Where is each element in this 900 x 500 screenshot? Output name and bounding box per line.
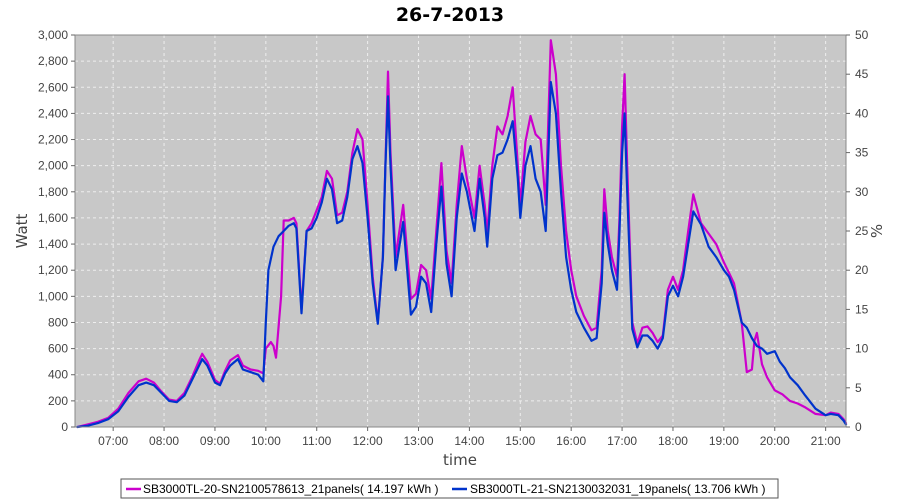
x-tick-label: 19:00: [709, 434, 739, 448]
x-tick-label: 10:00: [251, 434, 281, 448]
x-tick-label: 07:00: [98, 434, 128, 448]
x-tick-label: 21:00: [811, 434, 841, 448]
y2-tick-label: 45: [855, 67, 869, 81]
x-tick-label: 11:00: [302, 434, 331, 448]
grid-lines: [75, 34, 846, 428]
y-tick-label: 200: [48, 394, 68, 408]
y-tick-label: 2,400: [38, 106, 68, 120]
y2-tick-label: 10: [855, 342, 869, 356]
x-tick-label: 20:00: [760, 434, 790, 448]
y2-tick-label: 50: [855, 28, 869, 42]
y-tick-label: 1,600: [38, 211, 68, 225]
y-tick-label: 1,800: [38, 185, 68, 199]
y-tick-label: 600: [48, 342, 68, 356]
y2-tick-label: 15: [855, 302, 869, 316]
series-line-2: [76, 80, 848, 429]
x-tick-label: 15:00: [505, 434, 535, 448]
y-tick-label: 0: [61, 420, 68, 434]
x-tick-label: 09:00: [200, 434, 230, 448]
y-tick-label: 2,000: [38, 159, 68, 173]
x-tick-label: 17:00: [607, 434, 637, 448]
legend-label-series-2: SB3000TL-21-SN2130032031_19panels( 13.70…: [470, 482, 766, 496]
y2-tick-label: 25: [855, 224, 869, 238]
y-tick-label: 1,200: [38, 263, 68, 277]
legend: SB3000TL-20-SN2100578613_21panels( 14.19…: [120, 478, 779, 499]
legend-label-series-1: SB3000TL-20-SN2100578613_21panels( 14.19…: [143, 482, 439, 496]
y2-axis-label: %: [868, 224, 886, 238]
y2-tick-label: 20: [855, 263, 869, 277]
y2-tick-label: 0: [855, 420, 862, 434]
y-tick-label: 400: [48, 368, 68, 382]
x-tick-label: 14:00: [454, 434, 484, 448]
y-tick-label: 1,400: [38, 237, 68, 251]
legend-box: [120, 478, 779, 499]
y-tick-label: 3,000: [38, 28, 68, 42]
y2-tick-label: 5: [855, 381, 862, 395]
y2-tick-label: 35: [855, 146, 869, 160]
y-axis-label: Watt: [13, 213, 31, 248]
plot-area: [75, 35, 846, 427]
y2-tick-label: 40: [855, 106, 869, 120]
y-tick-label: 2,200: [38, 133, 68, 147]
x-tick-label: 16:00: [556, 434, 586, 448]
y2-tick-label: 30: [855, 185, 869, 199]
x-tick-label: 12:00: [353, 434, 383, 448]
y-tick-label: 2,800: [38, 54, 68, 68]
x-tick-label: 08:00: [149, 434, 179, 448]
x-axis-label: time: [443, 451, 477, 469]
series-lines: [76, 39, 848, 429]
y-tick-label: 1,000: [38, 289, 68, 303]
y-tick-label: 2,600: [38, 80, 68, 94]
x-tick-label: 13:00: [403, 434, 433, 448]
x-tick-label: 18:00: [658, 434, 688, 448]
series-line-1: [76, 39, 848, 429]
y-tick-label: 800: [48, 315, 68, 329]
axes: 02004006008001,0001,2001,4001,6001,8002,…: [38, 28, 869, 448]
chart-title: 26-7-2013: [396, 4, 504, 26]
